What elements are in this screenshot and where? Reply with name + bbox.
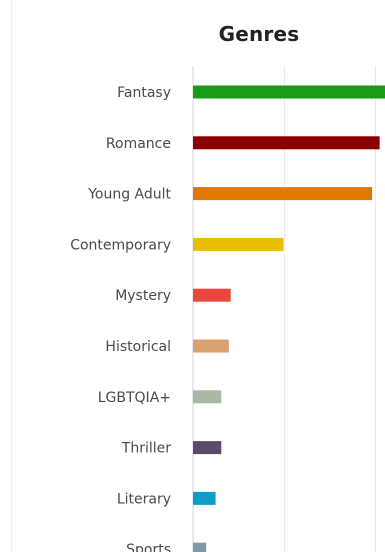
category-label-young-adult: Young Adult [87,187,171,203]
bar-lgbtqia [193,390,222,404]
bar-romance [193,136,380,150]
bar-literary [193,491,216,505]
category-label-literary: Literary [117,491,171,507]
bar-contemporary [193,237,284,251]
bar-thriller [193,441,222,455]
category-label-mystery: Mystery [115,288,171,304]
category-label-contemporary: Contemporary [70,237,171,253]
category-label-fantasy: Fantasy [117,85,171,101]
category-label-romance: Romance [106,136,171,152]
bar-sports [193,542,207,552]
bar-fantasy [193,85,385,99]
category-label-lgbtqia: LGBTQIA+ [98,390,171,406]
panel-left-border [11,0,12,552]
category-label-historical: Historical [105,339,171,355]
category-label-sports: Sports [126,542,171,552]
chart-title: Genres [218,22,300,46]
category-label-thriller: Thriller [121,441,171,457]
bar-young-adult [193,187,373,201]
bar-historical [193,339,229,353]
bar-mystery [193,288,231,302]
